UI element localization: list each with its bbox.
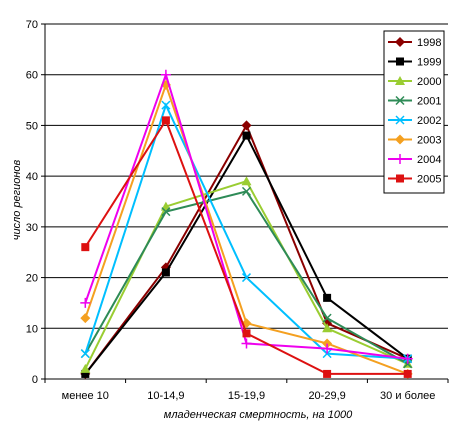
legend-label: 2005 [417, 174, 441, 186]
y-tick-label: 20 [26, 273, 38, 285]
data-point [402, 353, 413, 364]
x-tick-labels: менее 10 10-14,9 15-19,9 20-29,9 30 и более [62, 390, 436, 402]
y-tick-labels: 0 10 20 30 40 50 60 70 [26, 19, 38, 386]
x-tick-label: менее 10 [62, 390, 109, 402]
data-point [161, 116, 170, 125]
y-axis-title: число регионов [11, 159, 23, 240]
y-tick-label: 0 [32, 374, 38, 386]
legend-box [383, 30, 445, 194]
legend-item: 2000 [388, 76, 441, 88]
x-tick-label: 10-14,9 [147, 390, 184, 402]
legend-marker [395, 37, 405, 47]
data-point [161, 100, 171, 110]
data-point [242, 329, 251, 338]
legend-item: 2001 [388, 96, 441, 108]
legend-marker [395, 95, 405, 106]
series-2001 [80, 186, 413, 369]
data-point [241, 338, 252, 349]
data-point [241, 273, 252, 283]
data-point [323, 369, 332, 378]
legend-label: 2003 [417, 135, 441, 147]
data-point [161, 268, 170, 277]
data-point [81, 369, 90, 378]
data-point [323, 293, 332, 302]
legend-marker [395, 76, 405, 85]
data-point [322, 323, 333, 333]
legend-item: 2003 [388, 134, 441, 147]
legend-label: 2001 [417, 96, 441, 108]
legend-item: 1998 [388, 37, 441, 49]
legend-label: 2002 [417, 115, 441, 127]
data-point [160, 69, 171, 80]
data-point [322, 349, 332, 359]
legend-marker [396, 57, 404, 66]
legend-item: 2004 [388, 154, 441, 166]
data-point [241, 186, 252, 196]
legend-item: 1999 [388, 57, 441, 69]
legend: 1998 1999 2000 2001 2002 2003 2004 2005 [383, 30, 445, 194]
series-2004 [80, 69, 413, 364]
x-tick-label: 20-29,9 [308, 390, 345, 402]
data-point [81, 243, 90, 252]
y-tick-label: 50 [26, 120, 38, 132]
data-point [80, 313, 91, 324]
y-tick-label: 30 [26, 222, 38, 234]
series-2005 [81, 116, 412, 378]
x-axis-title: младенческая смертность, на 1000 [164, 409, 353, 421]
legend-marker [395, 115, 405, 125]
data-point [80, 297, 91, 308]
y-tick-label: 10 [26, 323, 38, 335]
x-tick-label: 30 и более [380, 390, 435, 402]
y-tick-label: 70 [26, 19, 38, 31]
legend-label: 1999 [417, 57, 441, 69]
x-tick-label: 15-19,9 [228, 390, 265, 402]
legend-item: 2005 [388, 174, 441, 186]
series-2002 [80, 100, 413, 364]
data-point [241, 120, 252, 131]
legend-marker [395, 154, 405, 164]
data-point [80, 363, 91, 373]
data-point [80, 349, 90, 359]
legend-label: 1998 [417, 37, 441, 49]
legend-marker [395, 134, 405, 145]
axes [44, 24, 449, 383]
legend-label: 2000 [417, 76, 441, 88]
data-point [322, 313, 332, 323]
y-tick-label: 40 [26, 171, 38, 183]
legend-label: 2004 [417, 154, 441, 166]
series [80, 69, 413, 379]
data-point [322, 343, 333, 354]
legend-marker [396, 174, 404, 183]
data-point [161, 207, 171, 217]
y-tick-label: 60 [26, 70, 38, 82]
data-point [241, 176, 252, 186]
legend-item: 2002 [388, 115, 441, 127]
data-point [242, 131, 251, 140]
data-point [322, 338, 333, 349]
series-line [84, 71, 408, 360]
data-point [403, 369, 412, 378]
